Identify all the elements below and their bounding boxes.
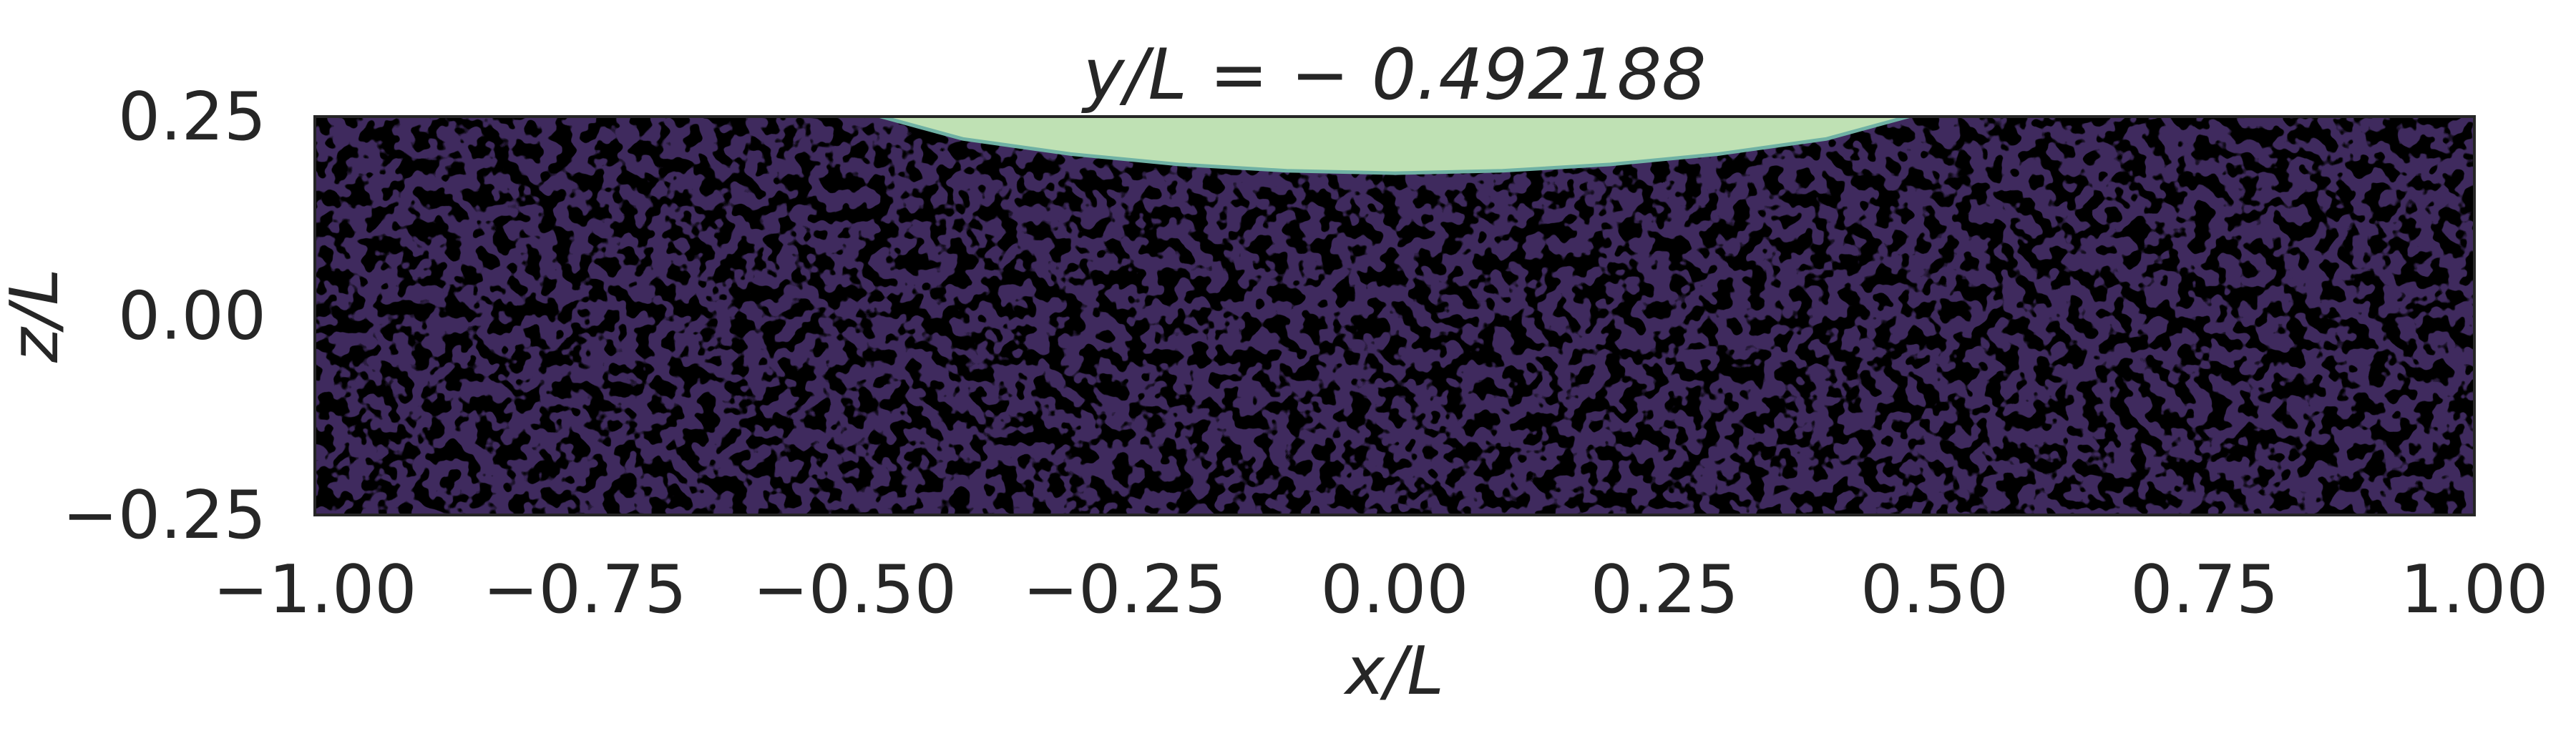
chart-title: y/L = − 0.492188 [1081,34,1707,116]
x-tick-label: 0.00 [1320,551,1468,628]
x-axis-ticks: −1.00 −0.75 −0.50 −0.25 0.00 0.25 0.50 0.75 1.00 [213,551,2549,628]
y-tick-label: 0.00 [118,278,266,355]
speckle-texture [315,117,2474,515]
x-tick-label: 0.50 [1860,551,2009,628]
x-tick-label: 1.00 [2400,551,2548,628]
x-tick-label: −0.25 [1023,551,1226,628]
x-tick-label: 0.25 [1591,551,1739,628]
plot-frame [313,115,2476,516]
y-tick-label: −0.25 [62,476,266,554]
y-tick-label: 0.25 [118,78,266,155]
plot-area [315,117,2474,515]
y-axis-label: z/L [0,268,73,363]
x-tick-label: −1.00 [213,551,417,628]
x-tick-label: 0.75 [2130,551,2278,628]
x-tick-label: −0.50 [753,551,957,628]
x-tick-label: −0.75 [483,551,687,628]
x-axis-label: x/L [1343,632,1444,710]
y-axis-ticks: 0.25 0.00 −0.25 [62,78,266,554]
cap-region [874,117,1916,175]
